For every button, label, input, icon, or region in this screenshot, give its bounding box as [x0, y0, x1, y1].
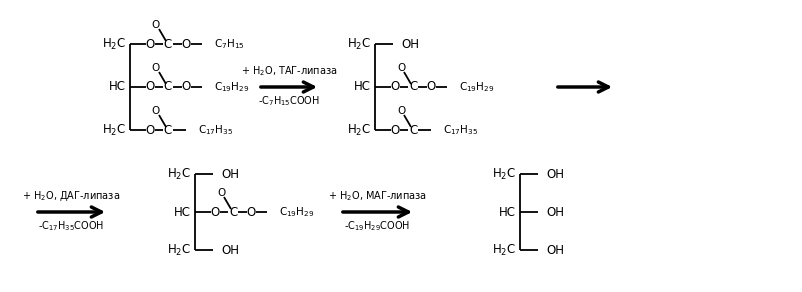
Text: O: O: [152, 63, 160, 73]
Text: C: C: [164, 124, 172, 136]
Text: O: O: [397, 106, 405, 116]
Text: OH: OH: [221, 168, 239, 180]
Text: H$_2$C: H$_2$C: [102, 36, 126, 52]
Text: O: O: [217, 188, 225, 198]
Text: C$_{19}$H$_{29}$: C$_{19}$H$_{29}$: [214, 80, 249, 94]
Text: C$_7$H$_{15}$: C$_7$H$_{15}$: [214, 37, 245, 51]
Text: O: O: [391, 81, 399, 93]
Text: H$_2$C: H$_2$C: [492, 242, 516, 258]
Text: C$_{19}$H$_{29}$: C$_{19}$H$_{29}$: [279, 205, 314, 219]
Text: C: C: [229, 206, 237, 218]
Text: H$_2$C: H$_2$C: [347, 36, 371, 52]
Text: -C$_{19}$H$_{29}$COOH: -C$_{19}$H$_{29}$COOH: [344, 219, 411, 233]
Text: C: C: [164, 37, 172, 51]
Text: HC: HC: [109, 81, 126, 93]
Text: + H$_2$O, ДАГ-липаза: + H$_2$O, ДАГ-липаза: [22, 190, 120, 203]
Text: O: O: [152, 20, 160, 30]
Text: C$_{17}$H$_{35}$: C$_{17}$H$_{35}$: [198, 123, 233, 137]
Text: O: O: [152, 106, 160, 116]
Text: H$_2$C: H$_2$C: [492, 166, 516, 182]
Text: OH: OH: [221, 244, 239, 256]
Text: O: O: [145, 37, 155, 51]
Text: O: O: [427, 81, 435, 93]
Text: O: O: [391, 124, 399, 136]
Text: O: O: [145, 124, 155, 136]
Text: H$_2$C: H$_2$C: [167, 242, 191, 258]
Text: O: O: [246, 206, 256, 218]
Text: OH: OH: [401, 37, 419, 51]
Text: HC: HC: [354, 81, 371, 93]
Text: HC: HC: [499, 206, 516, 218]
Text: H$_2$C: H$_2$C: [347, 122, 371, 138]
Text: O: O: [397, 63, 405, 73]
Text: O: O: [210, 206, 220, 218]
Text: H$_2$C: H$_2$C: [167, 166, 191, 182]
Text: HC: HC: [174, 206, 191, 218]
Text: C: C: [409, 124, 417, 136]
Text: H$_2$C: H$_2$C: [102, 122, 126, 138]
Text: OH: OH: [546, 168, 564, 180]
Text: OH: OH: [546, 244, 564, 256]
Text: C: C: [409, 81, 417, 93]
Text: C: C: [164, 81, 172, 93]
Text: C$_{17}$H$_{35}$: C$_{17}$H$_{35}$: [443, 123, 478, 137]
Text: OH: OH: [546, 206, 564, 218]
Text: + H$_2$O, ТАГ-липаза: + H$_2$O, ТАГ-липаза: [241, 64, 338, 78]
Text: -C$_7$H$_{15}$COOH: -C$_7$H$_{15}$COOH: [258, 94, 320, 108]
Text: O: O: [181, 37, 191, 51]
Text: O: O: [145, 81, 155, 93]
Text: C$_{19}$H$_{29}$: C$_{19}$H$_{29}$: [459, 80, 495, 94]
Text: -C$_{17}$H$_{35}$COOH: -C$_{17}$H$_{35}$COOH: [38, 219, 105, 233]
Text: + H$_2$O, МАГ-липаза: + H$_2$O, МАГ-липаза: [328, 189, 427, 203]
Text: O: O: [181, 81, 191, 93]
